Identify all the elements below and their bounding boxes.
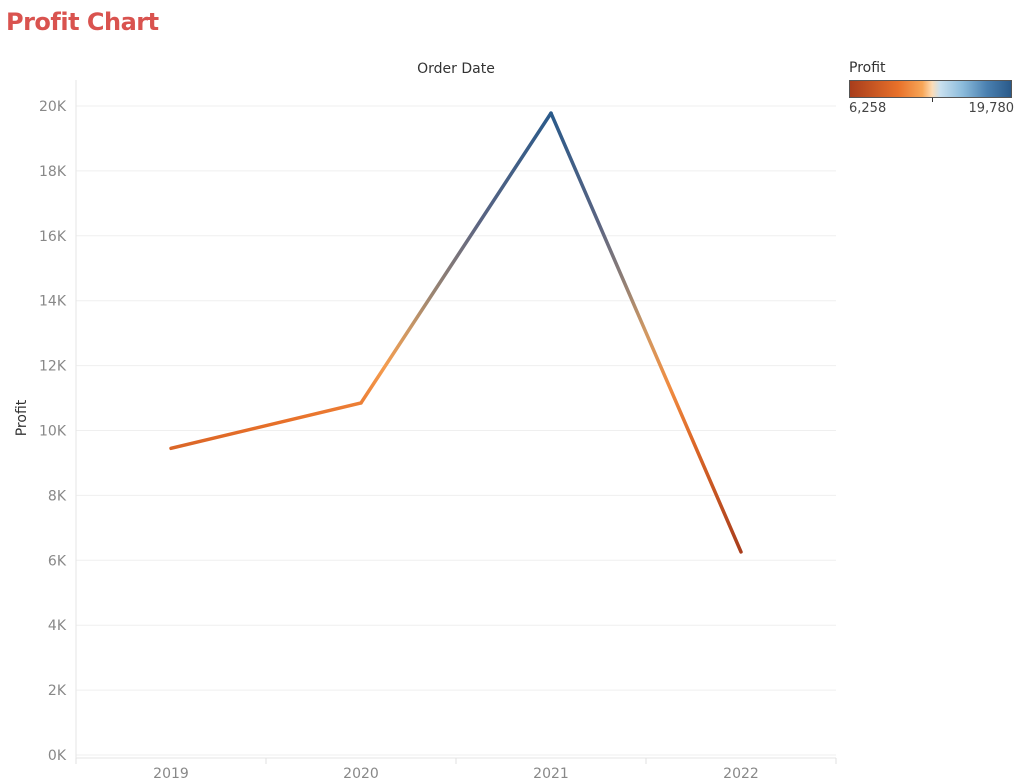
x-tick-label: 2021 [533,766,569,782]
y-axis-title: Profit [14,399,30,436]
x-tick-label: 2022 [723,766,759,782]
y-tick-label: 10K [39,424,67,440]
x-tick-label: 2020 [343,766,379,782]
y-tick-label: 16K [39,229,67,245]
y-tick-label: 0K [48,748,67,764]
x-tick-label: 2019 [153,766,189,782]
color-legend[interactable]: Profit 6,258 19,780 [849,60,1019,116]
y-tick-label: 18K [39,164,67,180]
y-tick-label: 8K [48,488,67,504]
y-tick-label: 4K [48,618,67,634]
y-tick-label: 20K [39,99,67,115]
legend-min-label: 6,258 [849,101,887,116]
profit-line-segment [549,111,743,554]
y-tick-label: 14K [39,294,67,310]
y-tick-label: 2K [48,683,67,699]
profit-line-segment [359,111,553,405]
page-title: Profit Chart [6,8,159,36]
profit-line-chart: 0K 2K 4K 6K 8K 10K 12K 14K 16K 18K 20K 2019 2020 2021… [14,61,837,782]
profit-line-segment [169,401,363,451]
x-axis-title: Order Date [417,61,495,77]
y-tick-label: 6K [48,553,67,569]
y-tick-label: 12K [39,359,67,375]
legend-gradient-bar [849,80,1012,102]
legend-max-label: 19,780 [968,101,1015,116]
legend-midpoint-tick [932,98,933,102]
legend-title: Profit [849,60,886,76]
